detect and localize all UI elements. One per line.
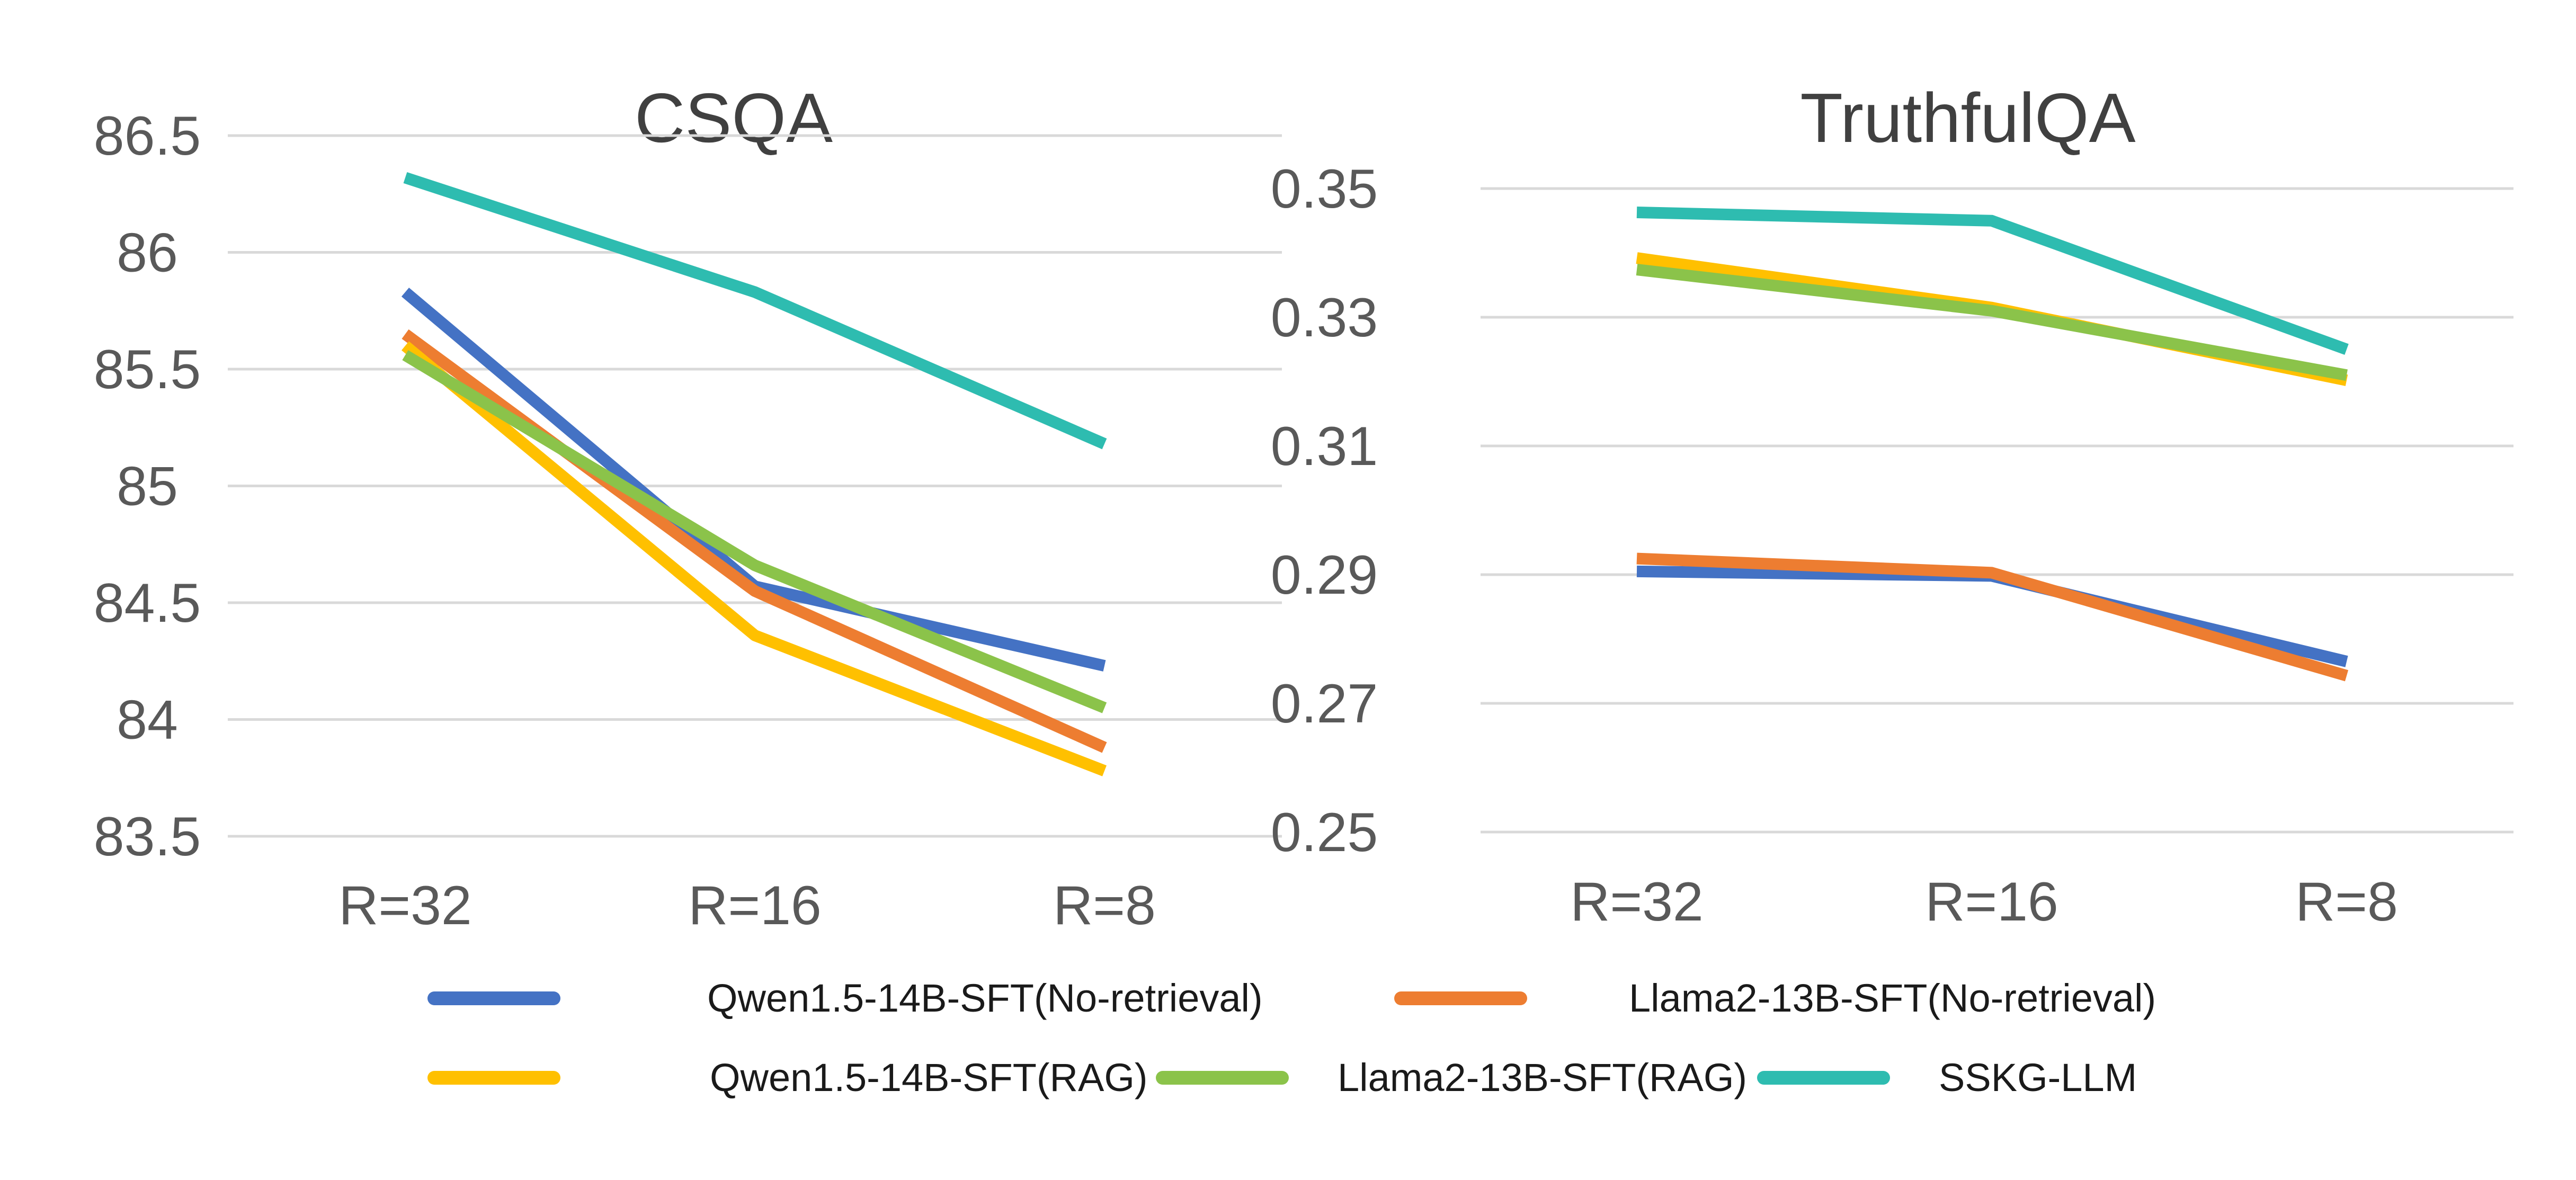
x-tick-label: R=16 — [688, 875, 822, 936]
series-line-sskg-llm — [403, 172, 1107, 450]
csqa-chart: CSQA 83.5 84 84.5 85 85.5 86 86.5 R=32 R=16 R=8 — [94, 79, 1282, 936]
series-line-qwen1-5-14b-sft-rag — [401, 341, 1107, 776]
legend-label: Qwen1.5-14B-SFT(No-retrieval) — [707, 976, 1263, 1020]
y-tick-label: 0.25 — [1271, 802, 1378, 863]
y-tick-label: 0.33 — [1271, 287, 1378, 348]
x-tick-label: R=32 — [338, 875, 472, 936]
chart-title: TruthfulQA — [1800, 79, 2135, 157]
y-tick-label: 0.31 — [1271, 416, 1378, 477]
legend-entry: Qwen1.5-14B-SFT(No-retrieval) — [427, 976, 1263, 1020]
legend-entry: SSKG-LLM — [1757, 1056, 2137, 1099]
series-line-llama2-13b-sft-rag — [402, 350, 1107, 713]
legend-entry: Qwen1.5-14B-SFT(RAG) — [427, 1056, 1148, 1099]
legend: Qwen1.5-14B-SFT(No-retrieval) Llama2-13B… — [427, 976, 2156, 1099]
chart-title: CSQA — [635, 79, 833, 157]
truthfulqa-chart: TruthfulQA 0.25 0.27 0.29 0.31 0.33 0.35 R=32 R… — [1271, 79, 2513, 933]
legend-label: Llama2-13B-SFT(No-retrieval) — [1629, 976, 2156, 1020]
series-line-qwen1-5-14b-sft-no-retrieval — [401, 288, 1106, 672]
x-tick-label: R=8 — [1053, 875, 1156, 936]
series-line-llama2-13b-sft-rag — [1636, 264, 2348, 381]
x-tick-label: R=32 — [1570, 871, 1704, 933]
y-tick-label: 85.5 — [94, 339, 201, 400]
y-tick-label: 86 — [117, 222, 178, 284]
series-line-llama2-13b-sft-no-retrieval — [1636, 552, 2349, 682]
y-tick-label: 85 — [117, 456, 178, 517]
y-tick-label: 0.27 — [1271, 673, 1378, 735]
y-tick-label: 86.5 — [94, 105, 201, 167]
legend-label: SSKG-LLM — [1939, 1056, 2137, 1099]
y-tick-label: 84 — [117, 690, 178, 751]
legend-entry: Llama2-13B-SFT(RAG) — [1156, 1056, 1747, 1099]
legend-label: Llama2-13B-SFT(RAG) — [1338, 1056, 1747, 1099]
y-tick-label: 0.35 — [1271, 158, 1378, 220]
legend-label: Qwen1.5-14B-SFT(RAG) — [710, 1056, 1148, 1099]
y-tick-label: 84.5 — [94, 573, 201, 634]
x-tick-label: R=8 — [2295, 871, 2398, 933]
series-line-sskg-llm — [1636, 207, 2349, 355]
y-tick-label: 83.5 — [94, 806, 201, 868]
y-tick-label: 0.29 — [1271, 544, 1378, 606]
legend-entry: Llama2-13B-SFT(No-retrieval) — [1394, 976, 2156, 1020]
x-tick-label: R=16 — [1925, 871, 2058, 933]
